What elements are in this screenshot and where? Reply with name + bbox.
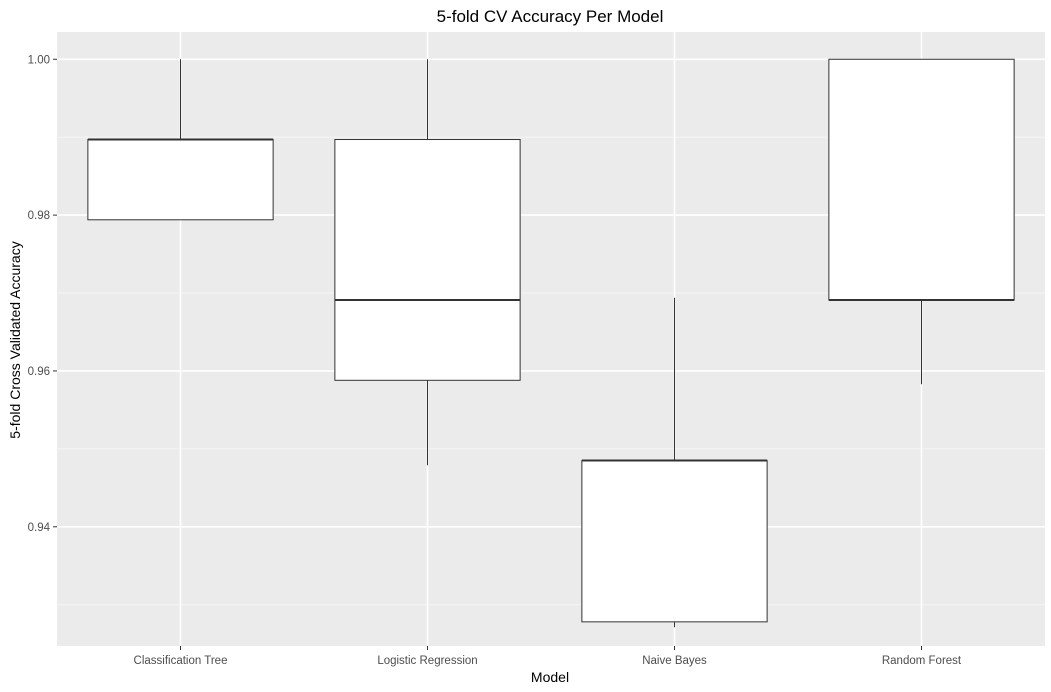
x-axis: Classification Tree Logistic Regression Na… [134, 646, 962, 667]
x-tick-label: Random Forest [882, 655, 962, 667]
box-series [87, 58, 1015, 628]
chart-title: 5-fold CV Accuracy Per Model [437, 7, 664, 26]
box [581, 297, 768, 628]
x-tick-label: Logistic Regression [377, 655, 477, 667]
box-iqr [87, 139, 274, 221]
x-tick-label: Classification Tree [134, 655, 228, 667]
x-axis-title: Model [531, 669, 569, 685]
x-tick-label: Naive Bayes [642, 655, 707, 667]
box [334, 59, 521, 466]
y-axis: 0.94 0.96 0.98 1.00 [28, 54, 57, 534]
y-tick-label: 0.98 [28, 210, 50, 222]
y-axis-title: 5-fold Cross Validated Accuracy [7, 241, 23, 438]
box-iqr [581, 460, 768, 623]
y-tick-label: 1.00 [28, 54, 50, 66]
box [87, 59, 274, 221]
y-tick-label: 0.94 [28, 522, 51, 534]
box [828, 58, 1015, 385]
box-iqr [828, 58, 1015, 301]
y-tick-label: 0.96 [28, 366, 50, 378]
box-iqr [334, 139, 521, 381]
